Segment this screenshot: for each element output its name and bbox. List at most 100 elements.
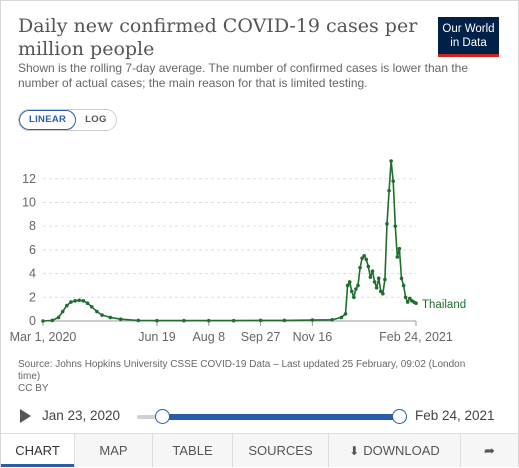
data-point xyxy=(118,317,123,322)
data-point xyxy=(405,300,410,304)
data-point xyxy=(77,298,82,303)
log-scale-button[interactable]: LOG xyxy=(76,110,116,130)
data-point xyxy=(56,315,61,320)
timeline-start-handle[interactable] xyxy=(155,409,170,424)
logo-line2: in Data xyxy=(450,37,487,49)
tab-share[interactable]: ➦ xyxy=(461,434,518,467)
y-tick-label: 12 xyxy=(22,172,36,186)
data-point xyxy=(85,301,90,306)
line-chart[interactable]: 0 2 4 6 8 10 12 Mar 1, 2020 Jun 19 Aug 8 Sep 27 Nov… xyxy=(1,141,519,351)
data-point xyxy=(368,275,373,279)
data-point xyxy=(343,312,348,316)
data-point xyxy=(136,318,141,323)
series-label-thailand: Thailand xyxy=(422,299,466,311)
data-point xyxy=(376,276,381,281)
data-point xyxy=(258,318,263,323)
data-point xyxy=(41,319,45,323)
tab-download[interactable]: ⬇ DOWNLOAD xyxy=(329,434,461,467)
y-tick-label: 6 xyxy=(29,243,36,257)
data-point xyxy=(60,309,65,314)
data-point xyxy=(391,179,396,183)
x-tick-label: Aug 8 xyxy=(192,330,225,344)
chart-title: Daily new confirmed COVID-19 cases per m… xyxy=(18,15,418,60)
data-point xyxy=(89,304,94,309)
data-point xyxy=(401,283,406,288)
data-point xyxy=(381,291,385,296)
chart-tabs: CHART MAP TABLE SOURCES ⬇ DOWNLOAD ➦ xyxy=(1,433,518,467)
data-point xyxy=(65,303,69,308)
x-tick-label: Nov 16 xyxy=(293,330,333,344)
share-icon: ➦ xyxy=(484,443,495,458)
x-tick-label: Feb 24, 2021 xyxy=(379,330,453,344)
timeline-end-handle[interactable] xyxy=(392,409,407,424)
data-point xyxy=(81,299,86,303)
y-tick-label: 0 xyxy=(29,314,36,328)
timeline-start-label: Jan 23, 2020 xyxy=(42,408,121,423)
data-point xyxy=(364,257,369,262)
data-point xyxy=(360,256,364,260)
data-point xyxy=(374,286,379,290)
logo-line1: Our World xyxy=(442,23,495,35)
data-point xyxy=(155,318,159,323)
data-point xyxy=(383,277,387,282)
timeline-end-label: Feb 24, 2021 xyxy=(415,408,495,423)
y-tick-label: 10 xyxy=(22,195,36,209)
timeline: Jan 23, 2020 Feb 24, 2021 xyxy=(1,401,519,431)
data-point xyxy=(352,295,356,300)
data-point xyxy=(50,318,55,323)
data-point xyxy=(100,313,104,317)
data-point xyxy=(370,269,375,274)
data-point xyxy=(389,159,393,163)
y-tick-label: 8 xyxy=(29,219,36,233)
data-point xyxy=(354,287,358,291)
tab-table[interactable]: TABLE xyxy=(153,434,233,467)
timeline-selected-range[interactable] xyxy=(162,414,400,420)
license-text[interactable]: CC BY xyxy=(18,383,49,394)
data-point xyxy=(414,301,418,306)
data-point xyxy=(395,255,400,259)
tab-sources[interactable]: SOURCES xyxy=(233,434,329,467)
data-point xyxy=(282,318,287,323)
data-point xyxy=(182,318,186,323)
data-point xyxy=(362,254,366,258)
data-point xyxy=(385,222,389,226)
source-note: Source: Johns Hopkins University CSSE CO… xyxy=(18,359,478,395)
y-tick-label: 2 xyxy=(29,290,36,304)
data-point xyxy=(339,315,344,320)
data-point xyxy=(397,246,402,251)
data-point xyxy=(95,309,99,314)
data-point xyxy=(347,280,352,284)
x-tick-label: Sep 27 xyxy=(241,330,281,344)
data-point xyxy=(231,318,236,323)
data-point xyxy=(407,296,412,301)
data-point xyxy=(366,264,371,269)
x-tick-label: Mar 1, 2020 xyxy=(10,330,77,344)
data-point xyxy=(206,318,211,323)
data-point xyxy=(69,300,73,304)
data-point xyxy=(349,289,354,294)
play-icon[interactable] xyxy=(20,409,31,423)
data-point xyxy=(378,289,383,294)
data-point xyxy=(358,265,362,270)
data-point xyxy=(73,299,77,303)
data-point xyxy=(356,283,360,288)
chart-subtitle: Shown is the rolling 7-day average. The … xyxy=(18,61,469,90)
linear-scale-button[interactable]: LINEAR xyxy=(19,110,77,130)
logo-accent-bar xyxy=(438,54,499,57)
data-point xyxy=(399,276,404,281)
download-icon: ⬇ xyxy=(349,444,360,458)
tab-chart[interactable]: CHART xyxy=(1,434,75,467)
y-tick-label: 4 xyxy=(29,267,36,281)
data-point xyxy=(393,224,398,228)
data-point xyxy=(310,318,315,322)
owid-logo[interactable]: Our World in Data xyxy=(438,17,499,57)
data-point xyxy=(403,295,408,300)
data-point xyxy=(372,280,377,284)
scale-toggle: LINEAR LOG xyxy=(18,109,117,131)
data-point xyxy=(108,315,113,320)
data-point xyxy=(345,283,350,288)
tab-map[interactable]: MAP xyxy=(75,434,153,467)
source-text: Source: Johns Hopkins University CSSE CO… xyxy=(18,359,466,382)
data-point xyxy=(330,318,334,322)
